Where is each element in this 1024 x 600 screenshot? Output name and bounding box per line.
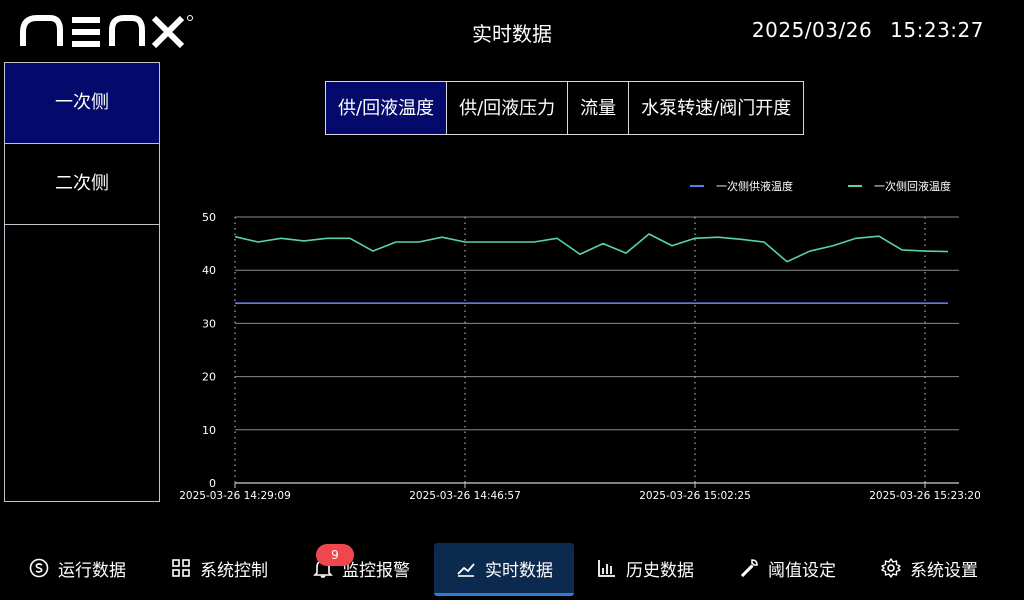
y-tick-label: 20 [202, 371, 216, 384]
chart-legend: 一次侧供液温度 一次侧回液温度 [690, 179, 951, 193]
y-tick-label: 0 [209, 477, 216, 490]
header: 实时数据 2025/03/26 15:23:27 [0, 0, 1024, 62]
nav-threshold-settings[interactable]: 阈值设定 [738, 543, 836, 593]
realtime-line-chart: 一次侧供液温度 一次侧回液温度 0 10 20 30 40 50 2025-03-26 14… [179, 179, 980, 502]
y-tick-label: 40 [202, 264, 216, 277]
x-axis: 2025-03-26 14:29:09 2025-03-26 14:46:57 20… [179, 482, 980, 502]
chart-series [234, 233, 949, 304]
legend-label[interactable]: 一次侧供液温度 [716, 179, 793, 193]
date-text: 2025/03/26 [751, 18, 873, 42]
wrench-icon [740, 559, 758, 578]
legend-label[interactable]: 一次侧回液温度 [874, 179, 951, 193]
nav-system-control[interactable]: 系统控制 [170, 543, 268, 593]
nav-label: 实时数据 [485, 560, 553, 581]
y-tick-label: 10 [202, 424, 216, 437]
x-tick-label: 2025-03-26 15:02:25 [639, 490, 751, 502]
page-title: 实时数据 [472, 22, 552, 46]
nav-monitor-alarm[interactable]: 监控报警 [312, 543, 410, 593]
tab-supply-return-temperature[interactable]: 供/回液温度 [325, 81, 448, 135]
sidebar-item-secondary-side[interactable]: 二次侧 [5, 144, 159, 225]
sidebar-item-label: 二次侧 [55, 173, 109, 194]
grid-icon [172, 559, 190, 577]
nav-system-settings[interactable]: 系统设置 [880, 543, 978, 593]
chart-tabs: 供/回液温度 供/回液压力 流量 水泵转速/阀门开度 [325, 81, 805, 135]
bottom-nav: 运行数据 系统控制 监控报警 实时数据 历史数据 阈值设定 系统设置 9 [0, 543, 1024, 600]
nav-history-data[interactable]: 历史数据 [596, 543, 694, 593]
alarm-count-badge: 9 [316, 544, 354, 566]
y-tick-label: 30 [202, 317, 216, 330]
skype-icon [29, 558, 49, 578]
bar-chart-icon [598, 560, 615, 577]
nav-realtime-data[interactable]: 实时数据 [434, 543, 574, 596]
y-axis: 0 10 20 30 40 50 [202, 211, 216, 490]
gear-icon [881, 558, 901, 578]
time-text: 15:23:27 [890, 18, 984, 42]
x-tick-label: 2025-03-26 14:46:57 [409, 490, 521, 502]
x-tick-label: 2025-03-26 15:23:20 [869, 490, 980, 502]
trend-icon [457, 563, 475, 577]
nav-label: 运行数据 [58, 560, 126, 581]
nav-label: 系统设置 [910, 560, 978, 581]
sidebar-item-label: 一次侧 [55, 92, 109, 113]
nav-running-data[interactable]: 运行数据 [28, 543, 126, 593]
nav-label: 阈值设定 [768, 560, 836, 581]
sidebar: 一次侧 二次侧 [4, 62, 160, 502]
series-line-1 [234, 233, 949, 263]
nav-label: 系统控制 [200, 560, 268, 581]
datetime-display: 2025/03/26 15:23:27 [752, 18, 984, 42]
x-tick-label: 2025-03-26 14:29:09 [179, 490, 291, 502]
tab-flow[interactable]: 流量 [567, 81, 630, 135]
tab-supply-return-pressure[interactable]: 供/回液压力 [446, 81, 569, 135]
nav-label: 监控报警 [342, 560, 410, 581]
tab-pump-speed-valve-opening[interactable]: 水泵转速/阀门开度 [628, 81, 805, 135]
chart-grid [234, 216, 959, 484]
y-tick-label: 50 [202, 211, 216, 224]
brand-logo [20, 15, 193, 49]
nav-label: 历史数据 [626, 560, 694, 581]
sidebar-item-primary-side[interactable]: 一次侧 [5, 63, 159, 144]
